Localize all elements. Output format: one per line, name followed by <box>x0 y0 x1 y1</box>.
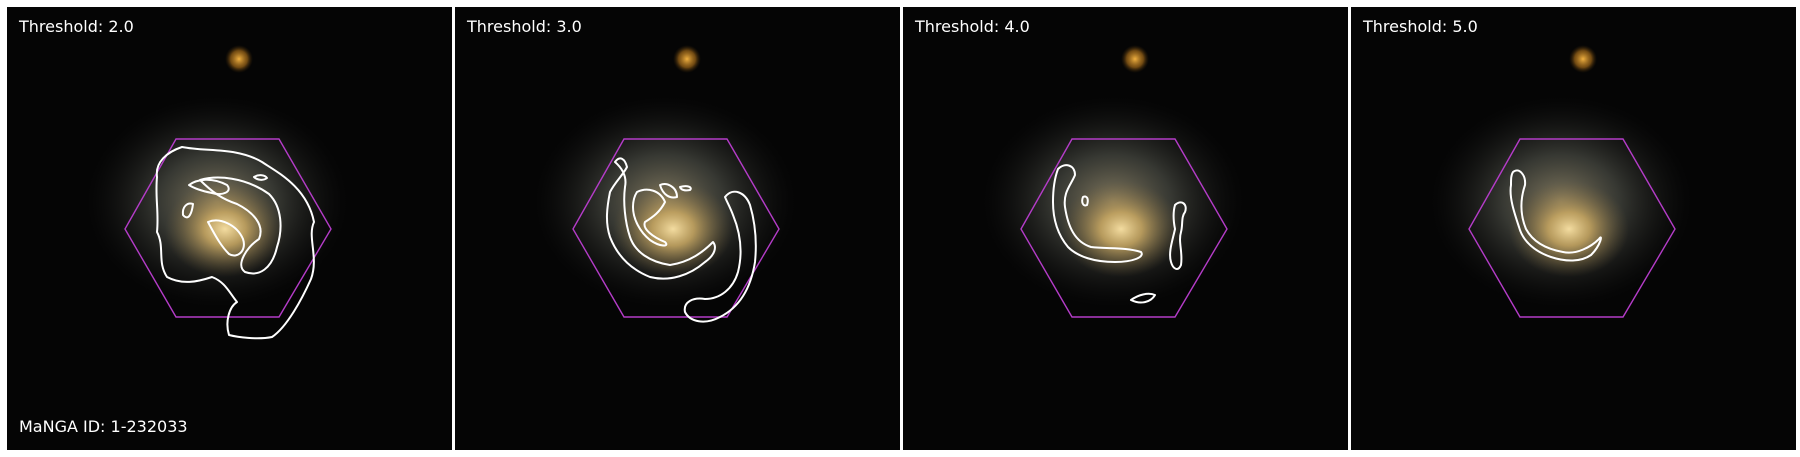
contour-lines <box>155 146 315 340</box>
panel-threshold-3: Threshold: 3.0 <box>455 7 900 450</box>
contour-lines <box>606 157 757 323</box>
ifu-hexagon <box>124 138 332 318</box>
threshold-label: Threshold: 2.0 <box>19 17 134 36</box>
threshold-label: Threshold: 3.0 <box>467 17 582 36</box>
galaxy-image <box>455 7 900 450</box>
ifu-hexagon <box>572 138 780 318</box>
contour-lines <box>1052 164 1187 304</box>
threshold-label: Threshold: 4.0 <box>915 17 1030 36</box>
panel-threshold-4: Threshold: 4.0 <box>903 7 1348 450</box>
companion-star <box>673 45 701 73</box>
companion-star <box>1121 45 1149 73</box>
threshold-label: Threshold: 5.0 <box>1363 17 1478 36</box>
galaxy-image <box>7 7 452 450</box>
galaxy-image <box>1351 7 1796 450</box>
panel-threshold-5: Threshold: 5.0 <box>1351 7 1796 450</box>
contour-lines <box>1509 169 1602 262</box>
ifu-hexagon <box>1020 138 1228 318</box>
galaxy-core <box>613 181 733 277</box>
companion-star <box>225 45 253 73</box>
galaxy-core <box>165 181 285 277</box>
galaxy-id-label: MaNGA ID: 1-232033 <box>19 417 188 436</box>
ifu-hexagon <box>1468 138 1676 318</box>
galaxy-core <box>1509 181 1629 277</box>
galaxy-image <box>903 7 1348 450</box>
companion-star <box>1569 45 1597 73</box>
panel-threshold-2: Threshold: 2.0 MaNGA ID: 1-232033 <box>7 7 452 450</box>
galaxy-core <box>1061 181 1181 277</box>
